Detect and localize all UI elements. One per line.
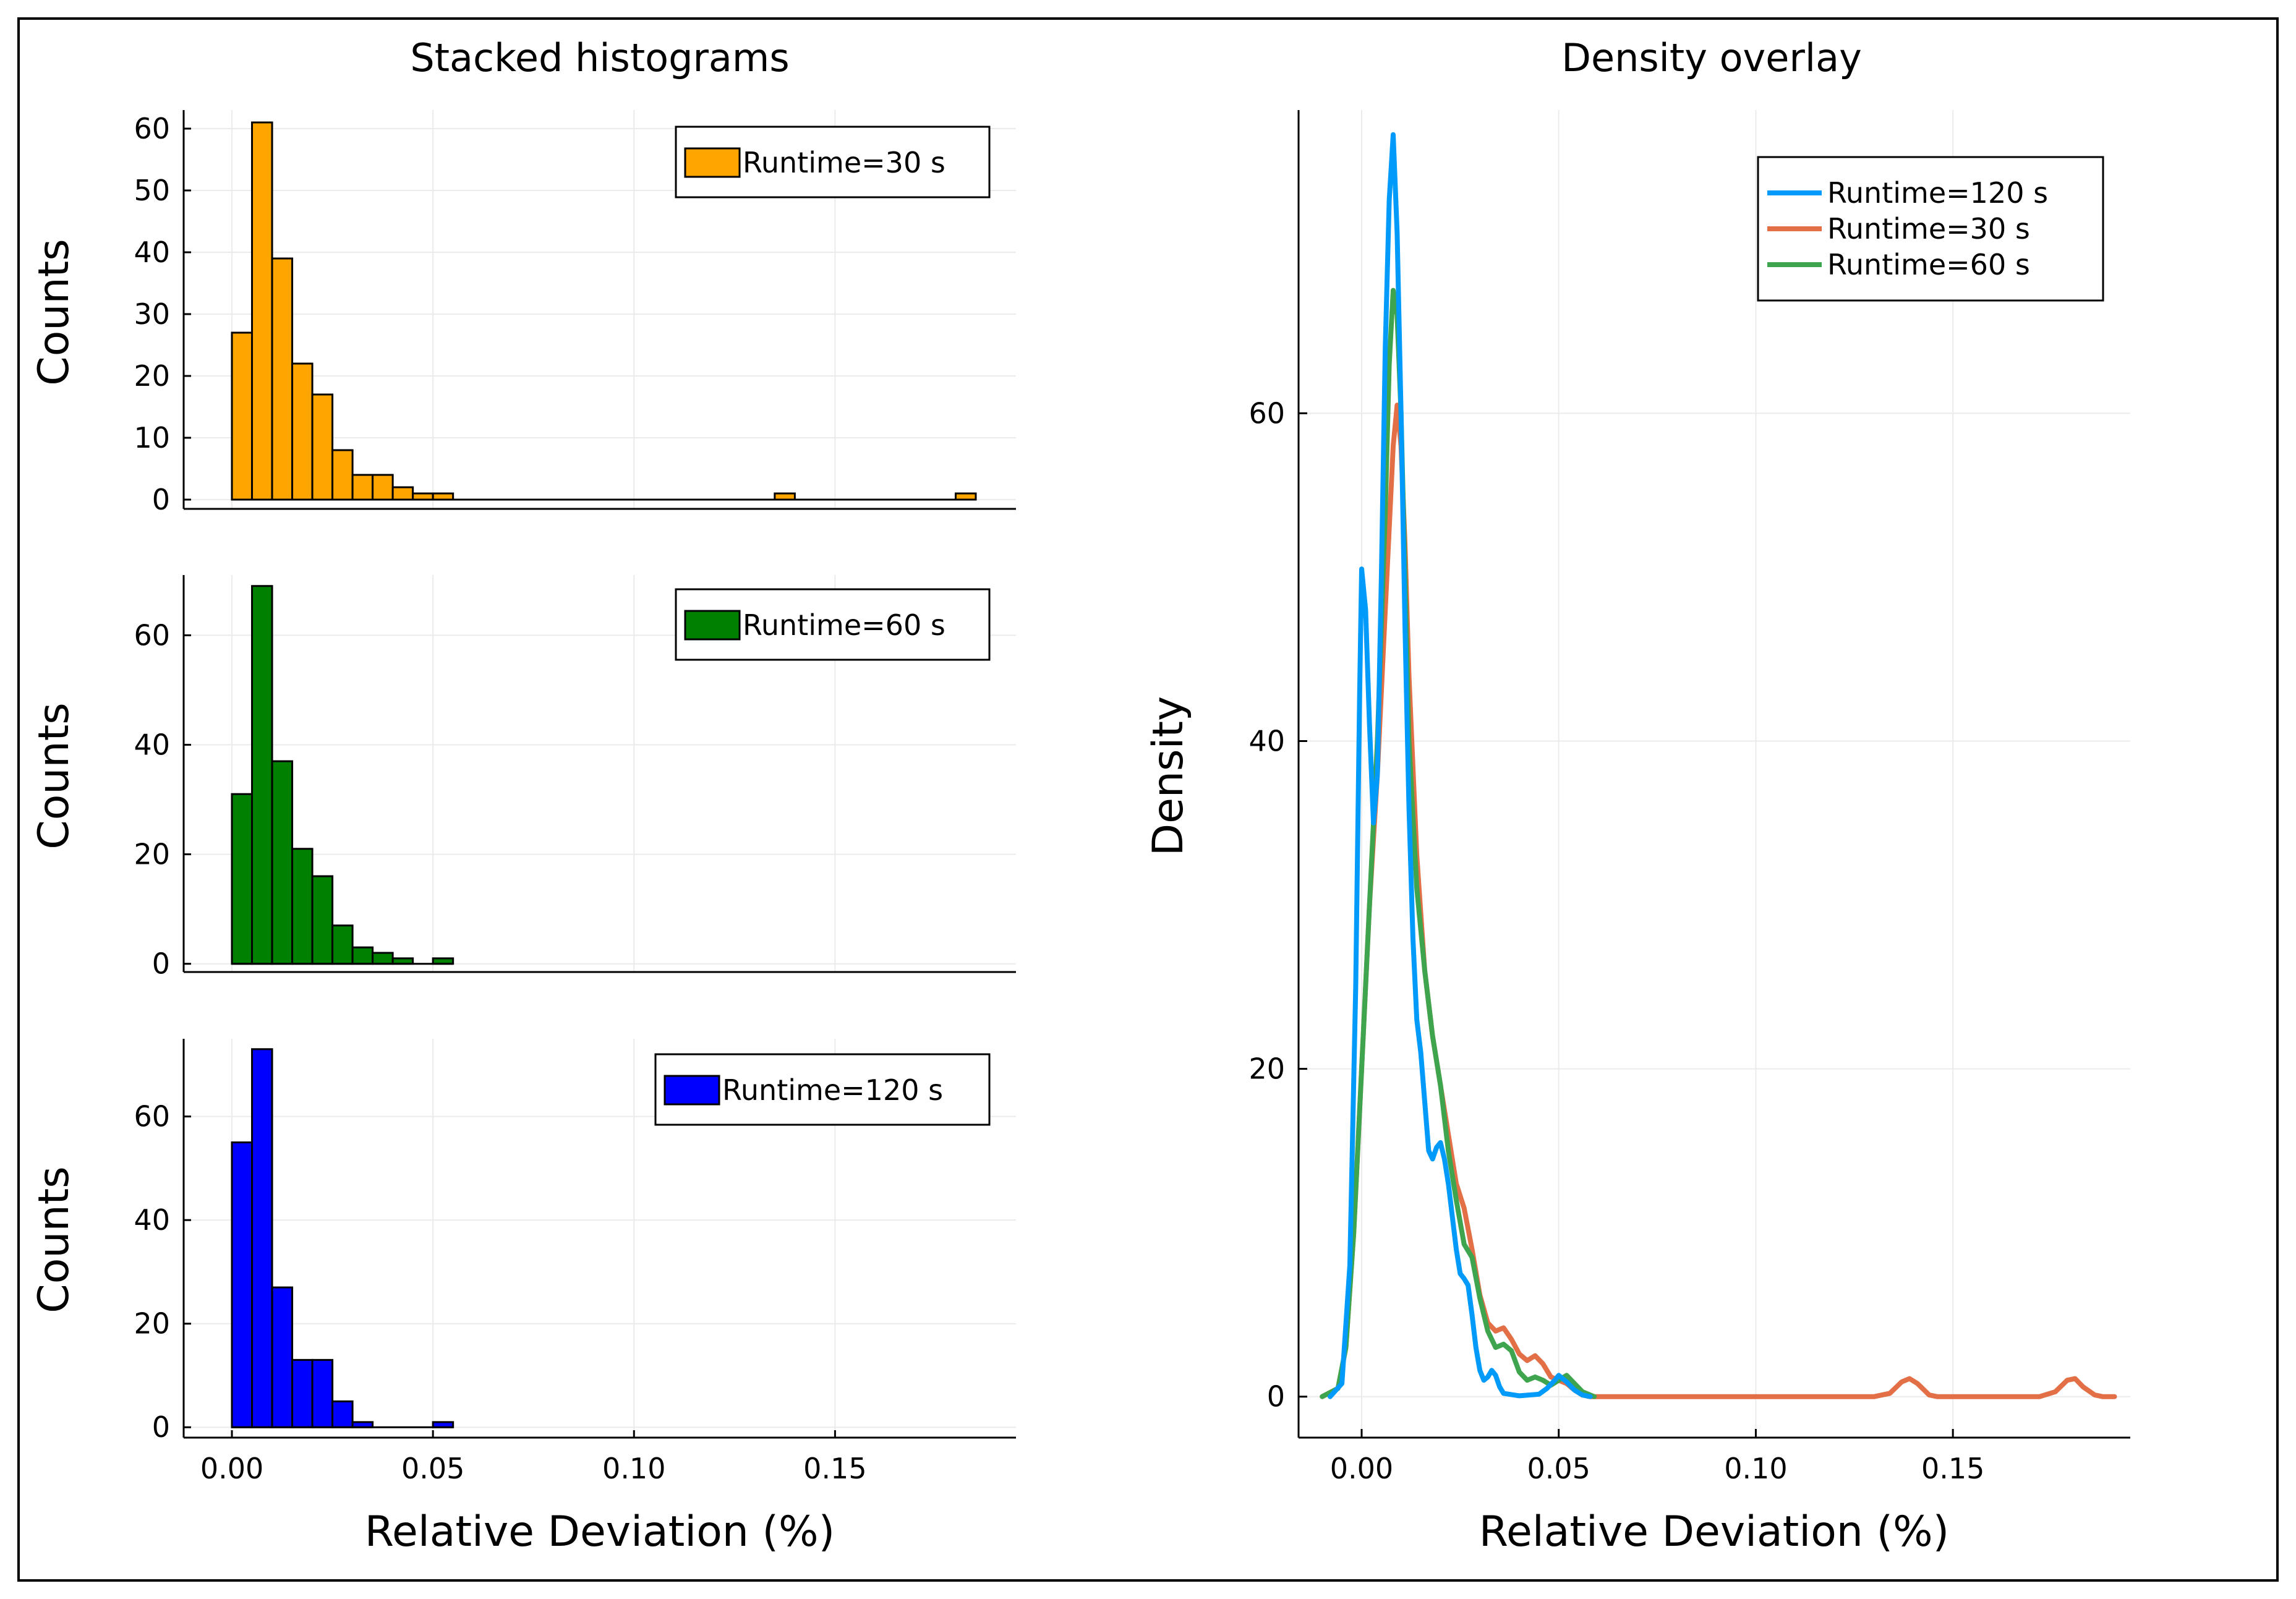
density-ylabel: Density — [1144, 696, 1193, 856]
x-tick-label: 0.15 — [1921, 1452, 1984, 1485]
y-tick-label: 20 — [134, 838, 170, 871]
histogram-bar — [331, 1400, 354, 1428]
histogram-bar — [231, 1141, 254, 1428]
top-histogram-ylabel: Counts — [30, 239, 79, 385]
y-tick-label: 10 — [134, 421, 170, 454]
histogram-bar — [391, 486, 414, 501]
y-tick-label: 30 — [134, 297, 170, 331]
figure-border — [17, 17, 2279, 1582]
histogram-bar — [291, 362, 314, 501]
legend: Runtime=60 s — [675, 588, 991, 661]
legend-label: Runtime=30 s — [1827, 212, 2030, 245]
stacked-histograms-title: Stacked histograms — [410, 35, 789, 80]
y-tick-label: 60 — [134, 1100, 170, 1133]
y-tick-label: 40 — [1248, 724, 1285, 757]
y-tick-label: 20 — [134, 359, 170, 393]
histogram-bar — [291, 1358, 314, 1428]
histogram-bar — [372, 474, 394, 501]
x-tick-label: 0.05 — [401, 1452, 464, 1485]
y-tick-label: 0 — [152, 483, 170, 516]
histogram-runtime-30: 0 10 20 30 40 50 60 Runtime=30 s — [134, 110, 1016, 516]
y-tick-label: 40 — [134, 236, 170, 269]
legend-swatch — [684, 610, 741, 641]
legend-label: Runtime=120 s — [722, 1073, 943, 1107]
y-tick-label: 20 — [1248, 1052, 1285, 1086]
legend-label: Runtime=60 s — [743, 608, 945, 642]
y-tick-label: 40 — [134, 1203, 170, 1237]
y-tick-label: 60 — [1248, 396, 1285, 430]
y-tick-label: 40 — [134, 728, 170, 762]
y-tick-label: 20 — [134, 1307, 170, 1341]
histogram-bar — [251, 1048, 273, 1428]
legend-label: Runtime=60 s — [1827, 248, 2030, 281]
histogram-bar — [271, 257, 294, 501]
x-tick-label: 0.05 — [1527, 1452, 1590, 1485]
histogram-runtime-120: 0 20 40 60 0.00 0.05 0.10 0.15 Runtime=120 s — [134, 1039, 1016, 1485]
histogram-bar — [251, 585, 273, 965]
histogram-bar — [231, 331, 254, 501]
histogram-bar — [351, 946, 374, 965]
y-tick-label: 60 — [134, 112, 170, 145]
legend-swatch — [684, 147, 741, 178]
histogram-bar — [251, 121, 273, 501]
x-tick-label: 0.10 — [602, 1452, 665, 1485]
legend-swatch — [664, 1075, 720, 1106]
density-overlay-title: Density overlay — [1561, 35, 1862, 80]
y-tick-label: 50 — [134, 174, 170, 207]
y-tick-label: 0 — [152, 947, 170, 981]
x-tick-label: 0.15 — [803, 1452, 866, 1485]
histogram-bar — [372, 952, 394, 965]
x-tick-label: 0.10 — [1724, 1452, 1787, 1485]
legend: Runtime=30 s — [675, 126, 991, 198]
histogram-bar — [291, 848, 314, 965]
legend: Runtime=120 s — [654, 1053, 991, 1126]
histogram-bar — [311, 393, 334, 501]
y-tick-label: 0 — [152, 1410, 170, 1444]
histogram-bar — [331, 449, 354, 501]
density-xlabel: Relative Deviation (%) — [1479, 1507, 1949, 1556]
y-tick-label: 60 — [134, 618, 170, 652]
histogram-bar — [311, 875, 334, 965]
middle-histogram-ylabel: Counts — [30, 702, 79, 849]
density-line-30s — [1320, 403, 2117, 1399]
histogram-runtime-60: 0 20 40 60 Runtime=60 s — [134, 575, 1016, 981]
legend-label: Runtime=30 s — [743, 146, 945, 179]
histogram-bar — [271, 1286, 294, 1428]
legend-label: Runtime=120 s — [1827, 176, 2048, 210]
y-tick-label: 0 — [1267, 1380, 1285, 1414]
histogram-bar — [271, 760, 294, 965]
histogram-bar — [331, 924, 354, 965]
histogram-bar — [311, 1358, 334, 1428]
bottom-histogram-ylabel: Counts — [30, 1166, 79, 1313]
histogram-bar — [231, 793, 254, 965]
x-tick-label: 0.00 — [1330, 1452, 1393, 1485]
histogram-bar — [351, 474, 374, 501]
density-line-120s — [1328, 132, 1593, 1399]
x-tick-label: 0.00 — [200, 1452, 263, 1485]
histogram-xlabel: Relative Deviation (%) — [365, 1507, 835, 1556]
